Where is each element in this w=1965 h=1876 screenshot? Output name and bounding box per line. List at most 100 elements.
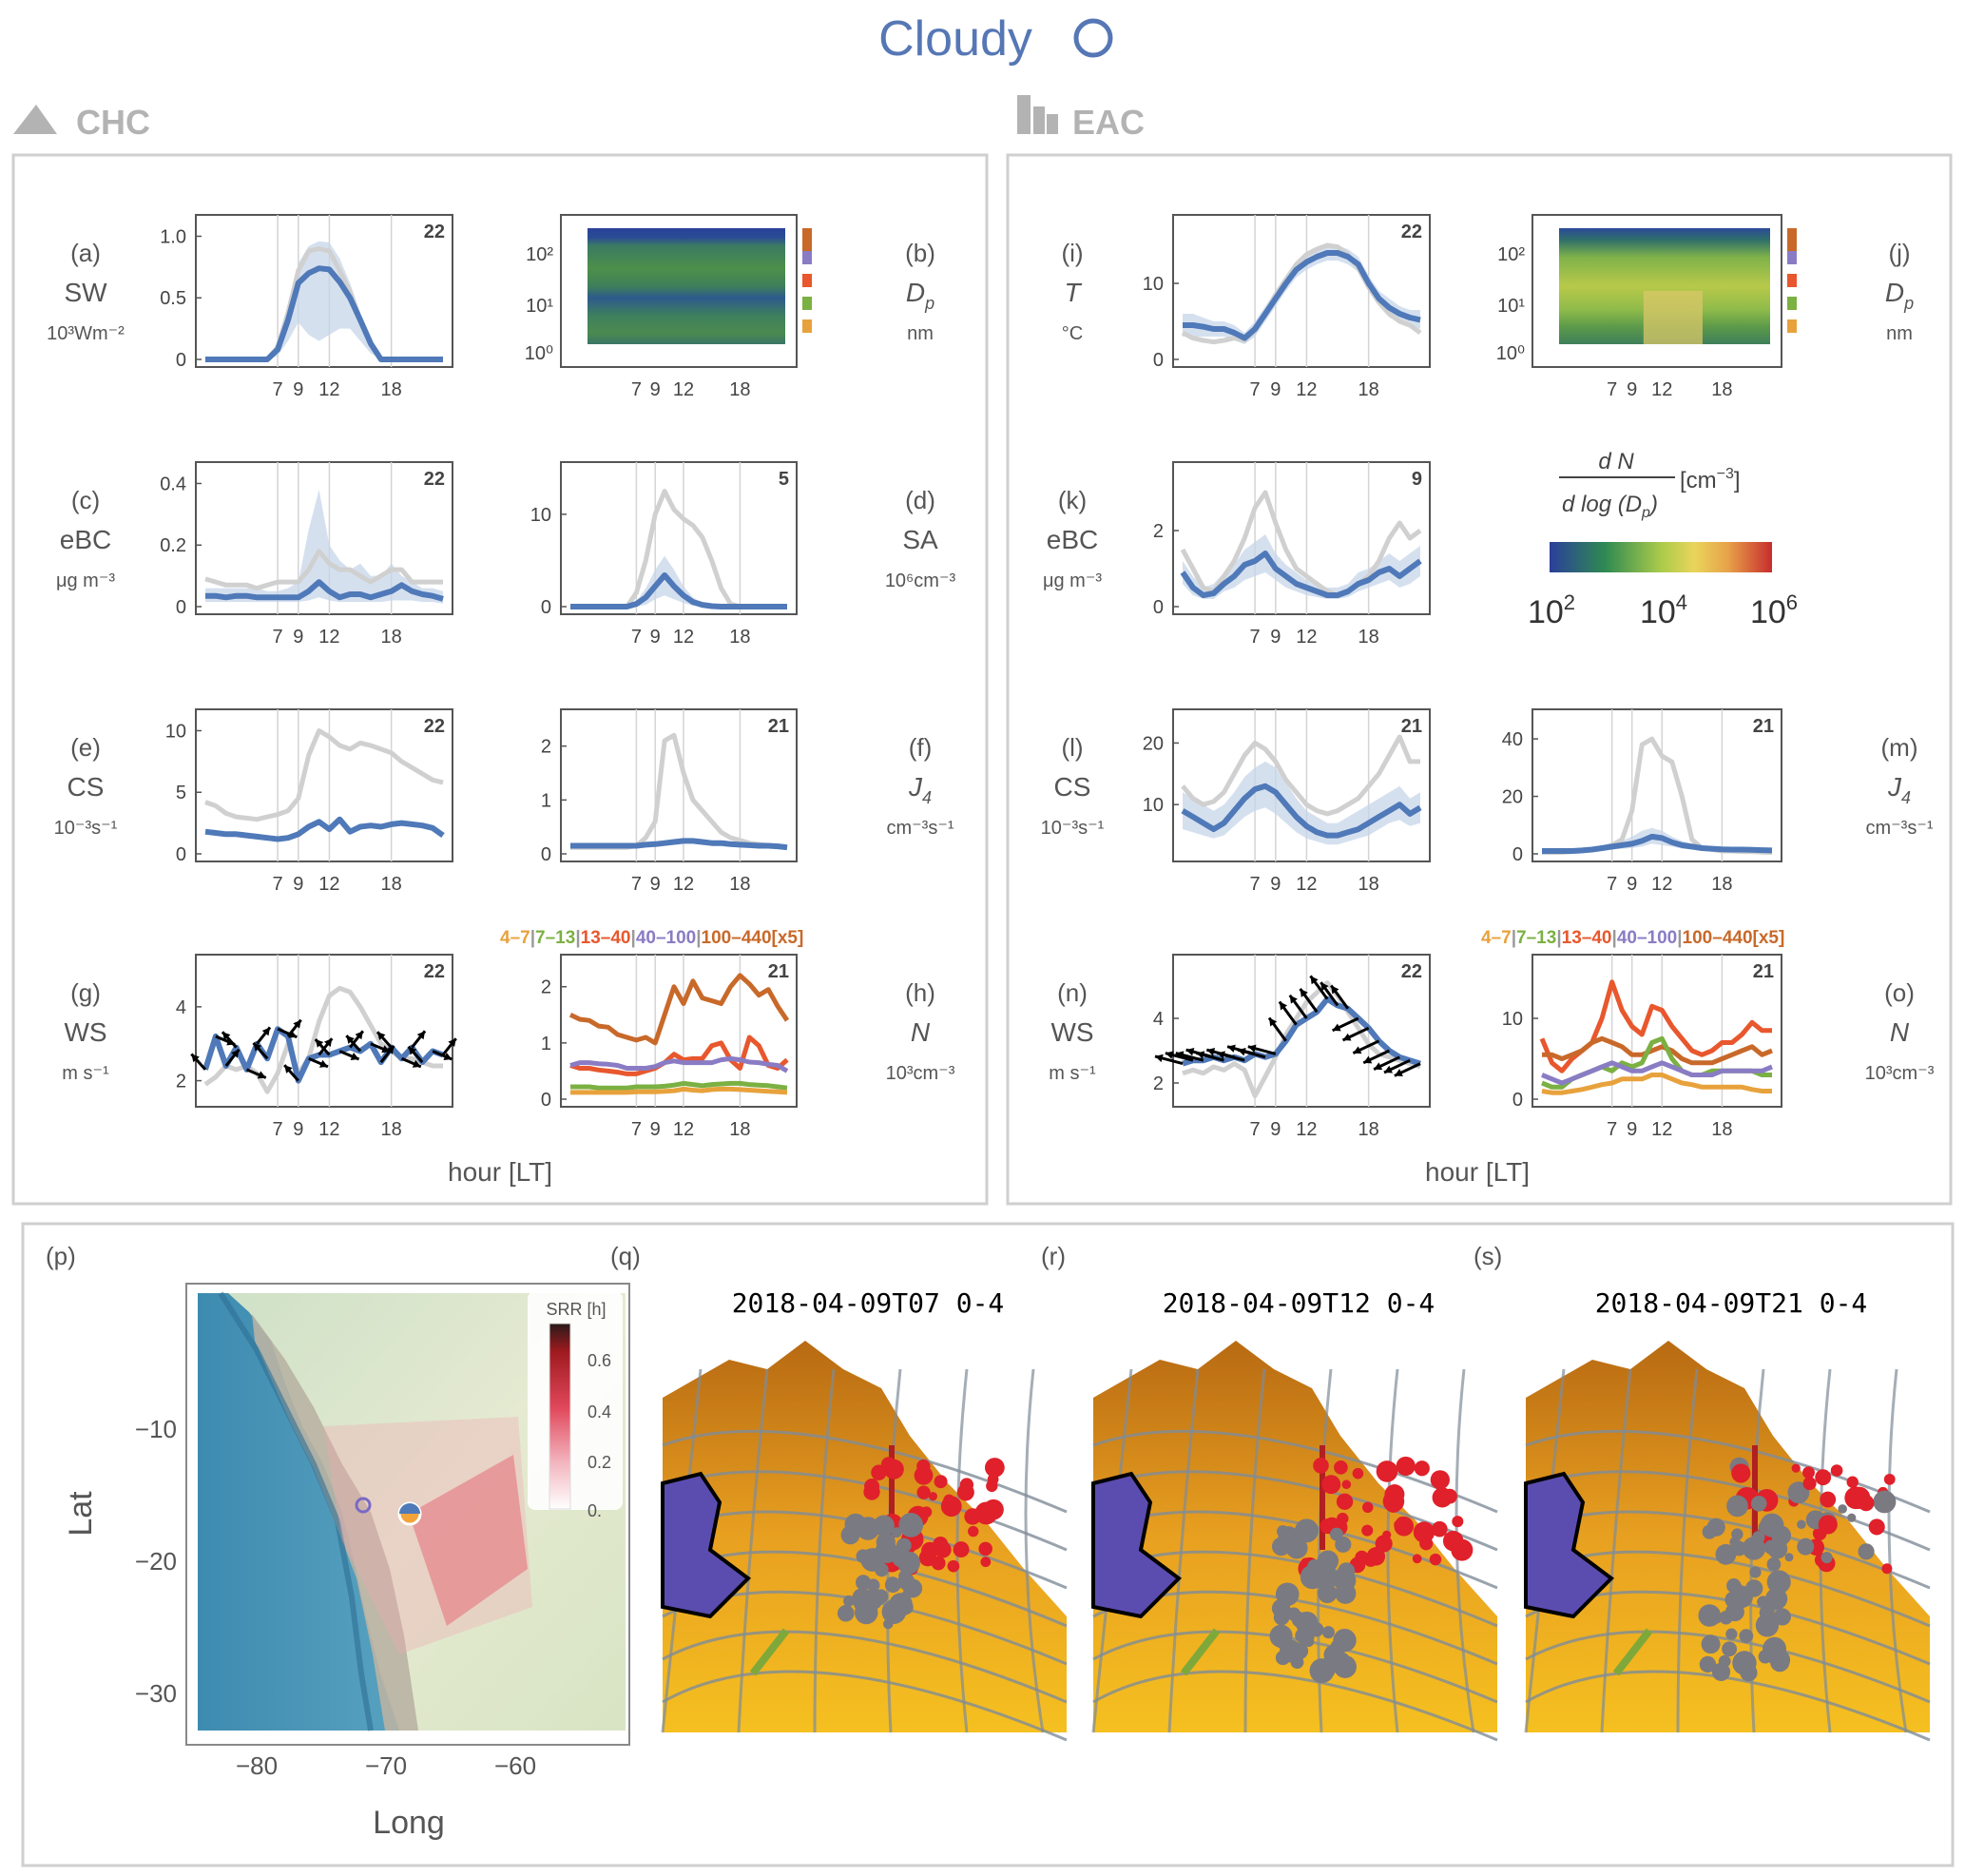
size-bin-2: 13–40 bbox=[581, 928, 631, 948]
panel-label: (l) bbox=[1061, 733, 1083, 762]
x-tick-label: 7 bbox=[1607, 1119, 1617, 1140]
series-line-1 bbox=[569, 1035, 789, 1076]
wind-arrowhead bbox=[448, 1038, 456, 1048]
particle-grey bbox=[1335, 1582, 1357, 1604]
x-tick-label: 9 bbox=[1627, 1119, 1637, 1140]
wind-arrowhead bbox=[1342, 1033, 1352, 1041]
particle-red bbox=[1452, 1516, 1464, 1528]
x-tick-label: 18 bbox=[729, 1119, 750, 1140]
wind-arrowhead bbox=[1289, 995, 1298, 1004]
terrain-gridline bbox=[662, 1670, 1068, 1742]
particle-grey bbox=[1722, 1641, 1738, 1657]
y-tick-label: 0 bbox=[1512, 844, 1523, 865]
panel-i: (i) T °C 0 10 22 7 9 12 18 bbox=[1061, 214, 1431, 400]
particle-grey bbox=[1701, 1634, 1721, 1654]
map-panel-label: (p) bbox=[46, 1242, 76, 1270]
particle-red bbox=[1432, 1520, 1448, 1538]
map-cbar-tick-2: 0.4 bbox=[588, 1402, 611, 1422]
terrain-gridline bbox=[1600, 1368, 1632, 1733]
srr-footprint-halo bbox=[323, 1417, 532, 1654]
unit-label: 10³Wm⁻² bbox=[47, 323, 125, 344]
particle-red bbox=[959, 1478, 974, 1492]
particle-grey bbox=[1295, 1518, 1319, 1543]
size-bin-marker bbox=[1787, 228, 1797, 253]
panel-a: (a) SW 10³Wm⁻² 0 0.5 1.0 22 7 9 12 18 bbox=[47, 214, 453, 400]
particle-grey bbox=[885, 1609, 900, 1624]
map-frame bbox=[21, 1222, 1955, 1867]
wind-arrowhead bbox=[350, 1053, 359, 1060]
plot-frame bbox=[1532, 954, 1782, 1108]
x-tick-label: 18 bbox=[729, 379, 750, 400]
x-tick-label: 7 bbox=[273, 379, 283, 400]
x-tick-label: 9 bbox=[293, 874, 303, 895]
terrain-gridline bbox=[1525, 1429, 1931, 1514]
median-line bbox=[1180, 551, 1422, 598]
particle-grey bbox=[1740, 1664, 1758, 1682]
map-cbar-title: SRR [h] bbox=[546, 1300, 606, 1319]
wind-vector-arrow bbox=[1612, 1628, 1653, 1676]
particle-grey bbox=[1290, 1655, 1304, 1669]
size-bin-marker bbox=[1787, 319, 1797, 333]
particle-red bbox=[1830, 1464, 1843, 1477]
series-line-3 bbox=[1541, 1060, 1773, 1086]
wind-arrowhead bbox=[1185, 1047, 1195, 1056]
y-tick-label: 10⁰ bbox=[1496, 343, 1525, 364]
particle-grey bbox=[1302, 1632, 1315, 1644]
variable-label: WS bbox=[64, 1017, 106, 1047]
particle-red bbox=[1784, 1553, 1794, 1562]
unit-label: nm bbox=[907, 323, 934, 344]
y-tick-label: 2 bbox=[541, 977, 551, 998]
wind-arrowhead bbox=[284, 1065, 293, 1073]
wind-arrowhead bbox=[1310, 976, 1319, 985]
wind-arrowhead bbox=[1154, 1054, 1164, 1063]
x-tick-label: 18 bbox=[1711, 379, 1732, 400]
colorbar-gradient bbox=[1550, 542, 1772, 572]
particle-red bbox=[978, 1541, 992, 1557]
series-line-4 bbox=[1541, 1073, 1772, 1095]
site-pole bbox=[1320, 1445, 1325, 1550]
x-tick-label: 12 bbox=[318, 379, 339, 400]
snapshot-1: (r) 2018-04-09T12 0-4 bbox=[1041, 1242, 1498, 1742]
wind-arrowhead bbox=[231, 1049, 240, 1058]
x-tick-label: 12 bbox=[673, 874, 694, 895]
size-bin-4: 100–440 bbox=[1683, 928, 1753, 948]
y-tick-label: 5 bbox=[176, 783, 186, 803]
y-tick-label: 10 bbox=[1143, 795, 1164, 816]
y-tick-label: 1 bbox=[541, 1034, 551, 1054]
unit-label: 10⁻³s⁻¹ bbox=[1041, 818, 1105, 839]
map-xtick-2: −70 bbox=[365, 1751, 407, 1780]
panel-label: (h) bbox=[905, 978, 935, 1007]
plot-frame bbox=[1172, 954, 1431, 1108]
particle-red bbox=[983, 1499, 1004, 1520]
wind-arrowhead bbox=[1217, 1051, 1225, 1059]
x-tick-label: 12 bbox=[1651, 1119, 1672, 1140]
variable-label: eBC bbox=[1047, 525, 1098, 554]
panel-b: (b) Dp nm 10⁰ 10¹ 10² 7 9 12 18 bbox=[525, 214, 935, 400]
x-tick-label: 12 bbox=[1651, 874, 1672, 895]
particle-grey bbox=[1752, 1531, 1765, 1544]
x-tick-label: 7 bbox=[631, 379, 642, 400]
x-tick-label: 7 bbox=[1250, 1119, 1261, 1140]
particle-red bbox=[1334, 1460, 1348, 1475]
wind-arrowhead bbox=[253, 1042, 262, 1052]
iqr-band bbox=[1183, 761, 1420, 845]
particle-grey bbox=[1271, 1537, 1291, 1557]
particle-red bbox=[1361, 1524, 1374, 1537]
median-line bbox=[570, 572, 787, 609]
xlabel-right: hour [LT] bbox=[1425, 1157, 1530, 1187]
size-bin-marker bbox=[802, 274, 812, 287]
variable-label: CS bbox=[1054, 772, 1091, 802]
lake-titicaca bbox=[1524, 1471, 1615, 1619]
wind-arrowhead bbox=[1247, 1044, 1257, 1053]
chc-frame bbox=[11, 153, 989, 1206]
map-xlabel: Long bbox=[373, 1805, 445, 1841]
map-cbar-gradient bbox=[549, 1323, 571, 1510]
wind-arrowhead bbox=[1384, 1065, 1393, 1073]
y-tick-label: 2 bbox=[1153, 521, 1164, 542]
wind-arrowhead bbox=[261, 1027, 271, 1036]
particle-red bbox=[1802, 1477, 1817, 1491]
particle-grey bbox=[1769, 1650, 1791, 1671]
y-tick-label: 0 bbox=[176, 844, 186, 865]
particle-red bbox=[1321, 1475, 1341, 1495]
